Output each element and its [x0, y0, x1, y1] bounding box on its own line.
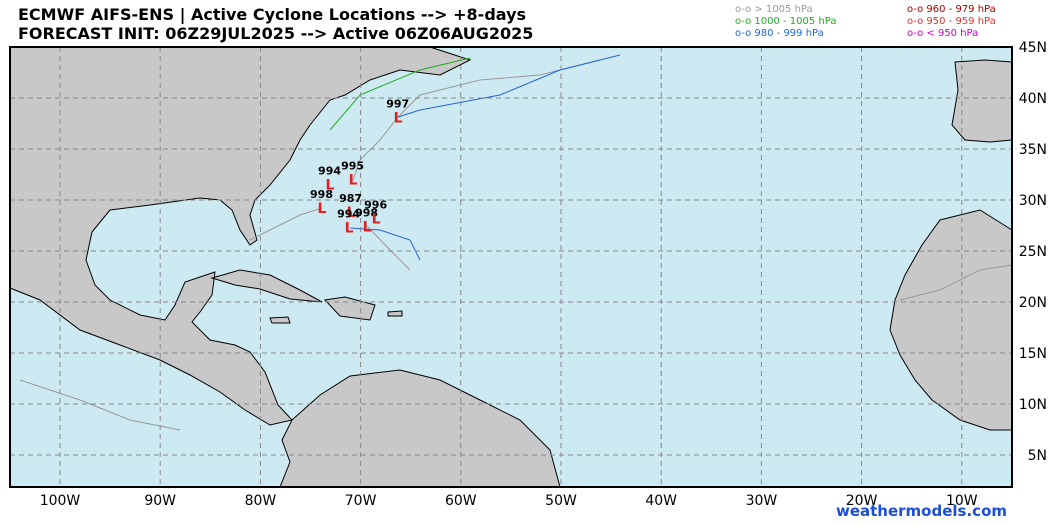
pressure-label: 994: [318, 165, 341, 178]
track: [366, 225, 411, 271]
pressure-label: 994: [337, 208, 360, 221]
south-america: [279, 369, 561, 488]
jamaica: [269, 316, 291, 324]
lat-tick-label: 25N: [1019, 244, 1047, 260]
legend-entry: o-o 1000 - 1005 hPa: [735, 16, 836, 27]
cyclone-marker: L: [347, 205, 356, 221]
track: [352, 116, 399, 181]
lat-tick-label: 35N: [1019, 142, 1047, 158]
lon-tick-label: 50W: [545, 493, 577, 509]
lon-tick-label: 40W: [645, 493, 677, 509]
puerto-rico: [387, 310, 403, 317]
title-line: FORECAST INIT: 06Z29JUL2025 --> Active 0…: [18, 24, 533, 43]
europe: [951, 59, 1013, 143]
lon-tick-label: 10W: [946, 493, 978, 509]
pressure-label: 998: [355, 207, 378, 220]
pressure-label: 987: [339, 192, 362, 205]
track: [19, 379, 181, 431]
cyclone-marker: L: [326, 178, 335, 194]
cyclone-marker: L: [394, 110, 403, 126]
lon-tick-label: 60W: [445, 493, 477, 509]
lat-tick-label: 5N: [1028, 448, 1047, 464]
track: [397, 54, 621, 118]
track: [249, 207, 323, 241]
legend-entry: o-o 960 - 979 hPa: [907, 4, 996, 15]
lon-tick-label: 90W: [144, 493, 176, 509]
north-america: [9, 46, 472, 426]
pressure-label: 997: [386, 97, 409, 110]
pressure-label: 995: [341, 160, 364, 173]
cyclone-marker: L: [363, 220, 372, 236]
lon-tick-label: 80W: [245, 493, 277, 509]
track: [329, 57, 471, 131]
lat-tick-label: 30N: [1019, 193, 1047, 209]
cyclone-marker: L: [345, 221, 354, 237]
lat-tick-label: 20N: [1019, 295, 1047, 311]
cyclone-marker: L: [372, 211, 381, 227]
watermark: weathermodels.com: [836, 502, 1007, 520]
lon-tick-label: 100W: [40, 493, 81, 509]
lat-tick-label: 40N: [1019, 91, 1047, 107]
cuba: [210, 269, 323, 303]
lon-tick-label: 20W: [846, 493, 878, 509]
pressure-label: 998: [310, 188, 333, 201]
lon-tick-label: 70W: [345, 493, 377, 509]
land: [9, 46, 1013, 488]
title-line: ECMWF AIFS-ENS | Active Cyclone Location…: [18, 5, 526, 25]
tracks: [19, 54, 1013, 431]
map-frame: [9, 46, 1013, 488]
legend-entry: o-o > 1005 hPa: [735, 4, 813, 15]
lat-tick-label: 15N: [1019, 346, 1047, 362]
hispaniola: [323, 296, 376, 321]
lat-tick-label: 10N: [1019, 397, 1047, 413]
legend-entry: o-o 950 - 959 hPa: [907, 16, 996, 27]
cyclone-marker: L: [349, 173, 358, 189]
legend-entry: o-o 980 - 999 hPa: [735, 28, 824, 39]
pressure-label: 996: [364, 198, 387, 211]
track: [349, 227, 421, 261]
lon-tick-label: 30W: [746, 493, 778, 509]
lat-tick-label: 45N: [1019, 40, 1047, 56]
africa: [889, 209, 1013, 431]
track: [899, 264, 1013, 301]
cyclone-marker: L: [318, 201, 327, 217]
legend-entry: o-o < 950 hPa: [907, 28, 978, 39]
